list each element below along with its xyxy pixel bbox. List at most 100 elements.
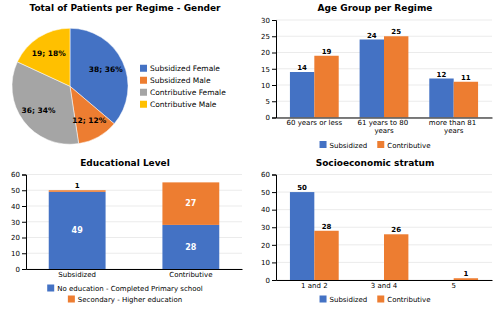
y-tick-label: 30 — [261, 224, 270, 232]
data-label: 19 — [322, 48, 332, 56]
y-tick-mark — [22, 238, 26, 239]
y-tick-mark — [272, 69, 276, 70]
x-axis: 1 and 23 and 45 — [277, 281, 493, 290]
data-label: 28 — [185, 243, 197, 252]
x-axis-line — [27, 269, 243, 270]
y-tick-label: 50 — [261, 189, 270, 197]
data-label: 19; 18% — [32, 49, 66, 58]
legend: SubsidizedContributive — [320, 141, 431, 150]
plot: 60 years or less61 years to 80 yearsmore… — [261, 17, 492, 135]
panel: Total of Patients per Regime - Gender38;… — [12, 3, 226, 144]
title: Socioeconomic stratum — [316, 158, 435, 168]
data-label: 14 — [297, 64, 307, 72]
title: Age Group per Regime — [318, 3, 433, 13]
bar — [314, 56, 338, 118]
y-tick-mark — [272, 36, 276, 37]
legend-swatch — [140, 101, 147, 108]
y-tick-mark — [272, 227, 276, 228]
y-tick-label: 40 — [261, 206, 270, 214]
y-tick-mark — [272, 245, 276, 246]
y-tick-mark — [272, 53, 276, 54]
legend-item: No education - Completed Primary school — [47, 285, 203, 294]
y-tick: 20 — [11, 234, 26, 242]
y-tick: 0 — [266, 277, 276, 285]
y-axis-line — [272, 175, 277, 281]
y-tick-mark — [22, 253, 26, 254]
legend-item: Secondary - Higher education — [68, 296, 182, 305]
legend-label: Contributive — [387, 142, 430, 150]
y-tick-label: 5 — [266, 98, 270, 106]
data-labels: 5028261 — [297, 184, 468, 278]
y-tick-label: 60 — [261, 171, 270, 179]
data-label: 12; 12% — [72, 116, 106, 125]
bar — [290, 72, 314, 118]
legend-swatch — [377, 296, 384, 303]
data-labels: 142412192511 — [297, 28, 471, 82]
y-tick-mark — [272, 175, 276, 176]
legend: No education - Completed Primary school S… — [47, 285, 203, 305]
grid — [276, 20, 492, 118]
x-tick: more than 81 years — [429, 119, 479, 135]
x-tick: Contributive — [169, 271, 212, 279]
data-label: 24 — [367, 32, 377, 40]
data-label: 28 — [322, 223, 332, 231]
data-label: 38; 36% — [89, 65, 123, 74]
y-tick: 0 — [16, 266, 26, 274]
pie-slice — [17, 28, 70, 86]
y-tick: 20 — [261, 49, 276, 57]
y-tick: 10 — [261, 82, 276, 90]
y-tick: 5 — [266, 98, 276, 106]
y-tick-label: 10 — [11, 250, 20, 258]
bar — [49, 192, 106, 269]
legend-swatch — [320, 141, 327, 148]
y-tick-label: 10 — [261, 259, 270, 267]
legend-swatch — [377, 141, 384, 148]
data-label: 1 — [463, 270, 468, 278]
data-label: 1 — [75, 182, 80, 190]
y-tick-label: 0 — [16, 266, 20, 274]
grid-line — [276, 20, 492, 21]
tick-label-line: years — [374, 127, 394, 135]
y-tick: 60 — [261, 171, 276, 179]
x-tick-label: Subsidized — [58, 271, 96, 279]
y-tick: 30 — [11, 218, 26, 226]
y-tick-label: 0 — [266, 277, 270, 285]
y-tick: 60 — [11, 171, 26, 179]
y-tick: 50 — [261, 189, 276, 197]
x-tick-label: 3 and 4 — [371, 282, 398, 290]
y-tick: 30 — [261, 224, 276, 232]
legend-item: Contributive — [377, 141, 430, 150]
x-axis: Subsidized Contributive — [27, 270, 243, 279]
x-tick-label: 61 years to 80 years — [357, 119, 410, 135]
data-label: 27 — [185, 199, 196, 208]
bars — [290, 192, 478, 280]
bar — [454, 82, 478, 118]
y-tick: 20 — [261, 242, 276, 250]
y-tick-label: 30 — [261, 17, 270, 25]
plot: 1 and 23 and 4501020304050605028261 — [261, 171, 492, 290]
bar — [360, 40, 384, 118]
grid-line — [26, 174, 242, 175]
legend-label: Secondary - Higher education — [78, 296, 182, 304]
bar — [429, 79, 453, 118]
figure: Total of Patients per Regime - Gender38;… — [0, 0, 500, 309]
data-label: 36; 34% — [21, 106, 55, 115]
legend-item: Subsidized Male — [140, 76, 211, 85]
y-axis: 051015202530 — [261, 17, 276, 123]
grid-line — [276, 174, 492, 175]
x-axis-line — [277, 118, 493, 119]
y-axis: 0 10 20 30 40 50 60 — [261, 171, 276, 284]
data-label: 50 — [297, 184, 307, 192]
y-tick-label: 50 — [11, 187, 20, 195]
x-tick: 3 and 4 — [371, 282, 398, 290]
legend-item: Contributive Female — [140, 88, 226, 97]
data-label: 25 — [391, 28, 401, 36]
y-tick: 40 — [261, 206, 276, 214]
data-label: 49 — [72, 226, 84, 235]
y-tick-label: 25 — [261, 33, 270, 41]
y-tick-mark — [22, 269, 26, 270]
y-tick: 10 — [11, 250, 26, 258]
x-tick-label: more than 81 years — [429, 119, 479, 135]
panel: Age Group per Regime SubsidizedContributi… — [261, 3, 492, 150]
bar — [429, 280, 453, 281]
